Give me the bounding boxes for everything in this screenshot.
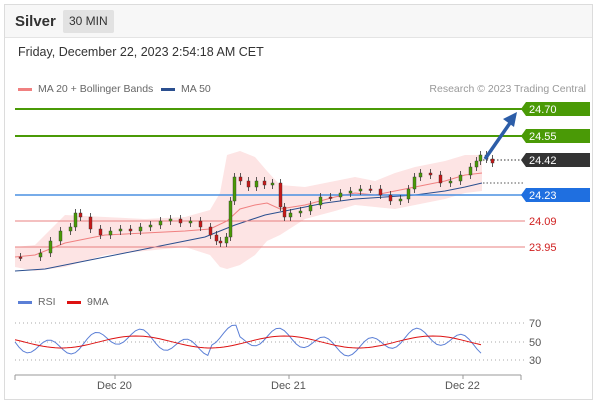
legend-rsi: RSI — [18, 296, 56, 308]
x-label-dec20: Dec 20 — [97, 380, 132, 392]
instrument-title: Silver — [15, 13, 56, 30]
legend-ma20: MA 20 + Bollinger Bands — [18, 83, 153, 95]
price-chart[interactable]: 24.70 24.55 24.42 24.23 24.09 23.95 70 5… — [5, 5, 594, 401]
candlesticks — [18, 151, 495, 261]
ma9-swatch — [67, 300, 81, 304]
timestamp: Friday, December 22, 2023 2:54:18 AM CET — [18, 45, 264, 59]
ma50-swatch — [161, 87, 175, 91]
rsi-tick-30: 30 — [529, 355, 541, 367]
rsi-tick-50: 50 — [529, 337, 541, 349]
bollinger-band — [15, 151, 482, 271]
legend-9ma: 9MA — [67, 296, 109, 308]
level-label-last: 24.42 — [521, 153, 590, 167]
legend-ma50: MA 50 — [161, 83, 211, 95]
legend-ma50-label: MA 50 — [181, 83, 211, 95]
interval-button[interactable]: 30 MIN — [63, 10, 114, 33]
s1-value: 24.09 — [529, 216, 557, 228]
legend-rsi-label: RSI — [38, 296, 56, 308]
x-label-dec22: Dec 22 — [445, 380, 480, 392]
r1-value: 24.55 — [529, 131, 557, 143]
rsi-tick-70: 70 — [529, 318, 541, 330]
ma50-line — [14, 182, 483, 272]
forecast-arrow-icon — [503, 112, 517, 127]
last-value: 24.42 — [529, 155, 557, 167]
level-label-r2: 24.70 — [521, 102, 590, 116]
ma20-swatch — [18, 87, 32, 91]
forecast-arrow-shaft — [483, 122, 512, 160]
chart-header: Silver 30 MIN — [5, 5, 592, 38]
pivot-value: 24.23 — [529, 190, 557, 202]
r2-value: 24.70 — [529, 104, 557, 116]
copyright: Research © 2023 Trading Central — [429, 83, 586, 95]
level-label-r1: 24.55 — [521, 129, 590, 143]
level-label-pivot: 24.23 — [521, 188, 590, 202]
chart-widget: Silver 30 MIN Friday, December 22, 2023 … — [4, 4, 593, 400]
rsi-9ma-line — [14, 335, 482, 349]
x-label-dec21: Dec 21 — [271, 380, 306, 392]
s2-value: 23.95 — [529, 242, 557, 254]
rsi-swatch — [18, 300, 32, 304]
rsi-line — [14, 324, 482, 357]
legend-9ma-label: 9MA — [87, 296, 109, 308]
legend-ma20-label: MA 20 + Bollinger Bands — [38, 83, 154, 95]
